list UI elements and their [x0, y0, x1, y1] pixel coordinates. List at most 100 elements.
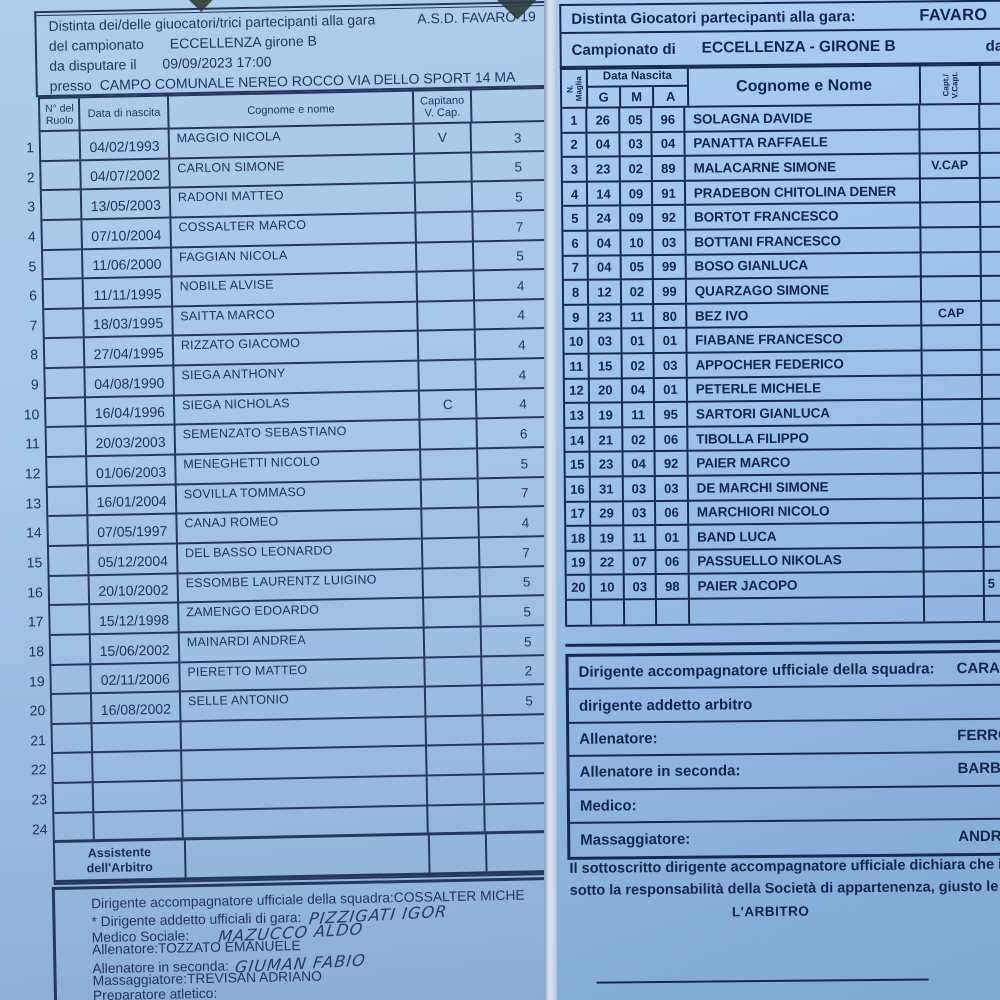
captain-mark-cell — [924, 572, 985, 596]
cut-column-cell — [980, 104, 1000, 127]
birth-day-cell: 03 — [589, 329, 623, 353]
captain-mark-cell — [427, 775, 486, 805]
assistente-empty-cell — [487, 833, 552, 872]
row-number: 14 — [25, 524, 42, 541]
shirt-number-cell: 9 — [564, 305, 590, 329]
birth-day-cell: 29 — [591, 501, 624, 525]
staff-row: Massaggiatore: ANDRICH — [570, 819, 1000, 857]
cut-column-cell — [984, 498, 1000, 521]
captain-mark-cell — [922, 326, 983, 350]
captain-mark-cell — [420, 419, 479, 449]
left-title-club: A.S.D. FAVARO 19 — [417, 8, 536, 27]
staff-value: CARAZZAI N — [956, 659, 1000, 678]
row-number: 17 — [27, 613, 44, 630]
row-number: 15 — [26, 554, 43, 571]
birth-date-cell: 04/08/1990 — [85, 366, 175, 397]
player-name-cell: CANAJ ROMEO — [177, 509, 423, 543]
left-title-label: Distinta dei/delle giuocatori/trici part… — [48, 11, 376, 34]
player-name-cell: DEL BASSO LEONARDO — [177, 539, 424, 573]
captain-mark-cell — [422, 538, 481, 568]
birth-year-cell: 06 — [656, 550, 690, 574]
col-capitano: Capitano V. Cap. — [414, 90, 473, 123]
birth-month-cell: 11 — [622, 403, 656, 427]
captain-mark-cell — [921, 277, 982, 301]
player-name-cell: SIEGA NICHOLAS — [174, 391, 421, 424]
role-number-cell — [51, 694, 93, 723]
captain-mark-cell — [425, 686, 484, 716]
captain-mark-cell — [424, 597, 482, 627]
row-number: 12 — [24, 465, 41, 482]
cut-column-cell — [983, 399, 1000, 422]
birth-year-cell — [657, 599, 690, 625]
row-number: 4 — [27, 228, 36, 245]
cut-column-cell: 6 — [519, 426, 528, 442]
row-number: 20 — [29, 702, 46, 719]
cut-column-cell: 4 — [519, 396, 527, 412]
birth-day-cell: 04 — [587, 132, 621, 156]
row-number: 8 — [30, 346, 39, 363]
captain-mark-cell — [421, 479, 480, 508]
birth-month-cell: 05 — [621, 255, 655, 279]
staff-value: ANDRICH — [958, 827, 1000, 846]
staff-label: Massaggiatore: — [580, 830, 691, 849]
right-table-header: N. Maglia Data Nascita G M A Cognome e N… — [561, 65, 1000, 109]
captain-mark-cell — [424, 627, 483, 657]
player-name-cell: RADONI MATTEO — [170, 183, 417, 217]
shirt-number-cell: 4 — [562, 182, 589, 206]
left-date-value: 09/09/2023 17:00 — [162, 53, 272, 72]
staff-label: Preparatore atletico: — [92, 986, 218, 1000]
captain-mark-cell — [924, 596, 986, 622]
col-m: M — [621, 87, 655, 107]
cut-column-cell — [984, 473, 1000, 496]
cut-column-cell: 5 — [516, 248, 524, 264]
right-players-table: N. Maglia Data Nascita G M A Cognome e N… — [559, 63, 1000, 628]
shirt-number-cell — [566, 600, 593, 626]
cut-column-cell: 4 — [517, 307, 526, 324]
right-campionato-box: Campionato di ECCELLENZA - GIRONE B da — [559, 29, 1000, 68]
birth-month-cell: 01 — [622, 329, 655, 353]
row-number: 5 — [28, 257, 37, 274]
assistente-empty-cell — [429, 834, 488, 873]
role-number-cell — [46, 427, 88, 457]
birth-month-cell: 03 — [624, 575, 658, 599]
cut-column-cell: 5 — [523, 633, 532, 650]
role-number-cell — [48, 516, 90, 546]
cut-column-cell — [981, 154, 1000, 177]
birth-date-cell: 04/07/2002 — [81, 159, 171, 189]
birth-date-cell — [94, 781, 184, 811]
captain-mark-cell — [425, 656, 483, 686]
player-name-cell: DE MARCHI SIMONE — [688, 474, 924, 500]
row-number: 18 — [28, 643, 45, 660]
staff-row: Allenatore: FERRO ALE — [569, 719, 1000, 758]
captain-mark-cell — [923, 424, 984, 448]
cut-column-cell: 4 — [521, 515, 530, 531]
captain-mark-cell — [418, 330, 477, 360]
col-g: G — [588, 87, 622, 107]
shirt-number-cell: 19 — [566, 551, 592, 575]
player-name-cell: PAIER JACOPO — [689, 572, 925, 598]
birth-year-cell: 01 — [656, 525, 690, 549]
player-name-cell: MARCHIORI NICOLO — [688, 498, 925, 524]
row-number: 3 — [27, 198, 36, 215]
captain-mark-cell: CAP — [922, 301, 983, 325]
birth-date-cell — [94, 811, 184, 840]
shirt-number-cell: 10 — [564, 330, 590, 353]
birth-year-cell: 99 — [654, 279, 687, 303]
captain-mark-cell — [415, 153, 473, 182]
col-cut — [980, 65, 1000, 103]
staff-label: Medico: — [579, 797, 637, 815]
player-name-cell: QUARZAGO SIMONE — [686, 277, 922, 303]
shirt-number-cell: 16 — [565, 477, 592, 501]
birth-day-cell: 04 — [588, 231, 622, 255]
captain-mark-cell — [416, 242, 475, 271]
captain-mark-cell — [922, 400, 984, 424]
birth-date-cell: 02/11/2006 — [91, 662, 181, 693]
role-number-cell — [47, 457, 89, 486]
birth-month-cell — [624, 599, 658, 625]
col-cut — [472, 88, 552, 121]
cut-column-cell — [983, 375, 1000, 398]
birth-date-cell: 18/03/1995 — [84, 307, 174, 337]
cut-column-cell: 5 — [514, 189, 523, 205]
birth-day-cell: 31 — [590, 477, 624, 501]
